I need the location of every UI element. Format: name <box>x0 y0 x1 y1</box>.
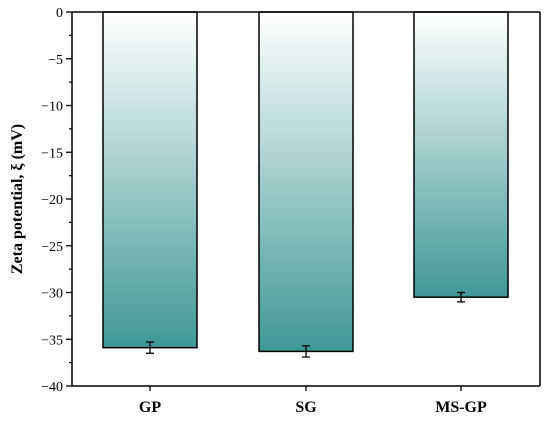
y-tick-label: −5 <box>48 53 63 68</box>
y-tick-label: −25 <box>41 240 63 255</box>
bar-ms-gp <box>413 11 509 298</box>
bars-layer <box>102 11 509 353</box>
error-bars-layer <box>146 291 465 358</box>
x-tick-label-sg: SG <box>295 399 317 416</box>
y-tick-label: −35 <box>41 333 63 348</box>
y-axis-title: Zeta potential, ξ (mV) <box>9 124 26 274</box>
y-tick-label: −40 <box>41 380 63 395</box>
error-bar-gp <box>146 341 154 354</box>
error-bar-ms-gp <box>457 291 465 303</box>
y-tick-label: −10 <box>41 100 63 115</box>
bar-gp <box>102 11 198 349</box>
y-tick-label: 0 <box>56 6 63 21</box>
x-tick-label-gp: GP <box>139 399 161 416</box>
y-ticks-layer: 0 −5 −10 −15 −20 −25 −30 −35 −40 <box>41 6 462 395</box>
bar-sg <box>258 11 354 353</box>
y-tick-label: −30 <box>41 287 63 302</box>
category-labels-layer: GP SG MS-GP <box>139 399 487 416</box>
error-bar-sg <box>302 345 310 358</box>
y-tick-label: −15 <box>41 146 63 161</box>
y-tick-label: −20 <box>41 193 63 208</box>
x-tick-label-ms-gp: MS-GP <box>435 399 487 416</box>
